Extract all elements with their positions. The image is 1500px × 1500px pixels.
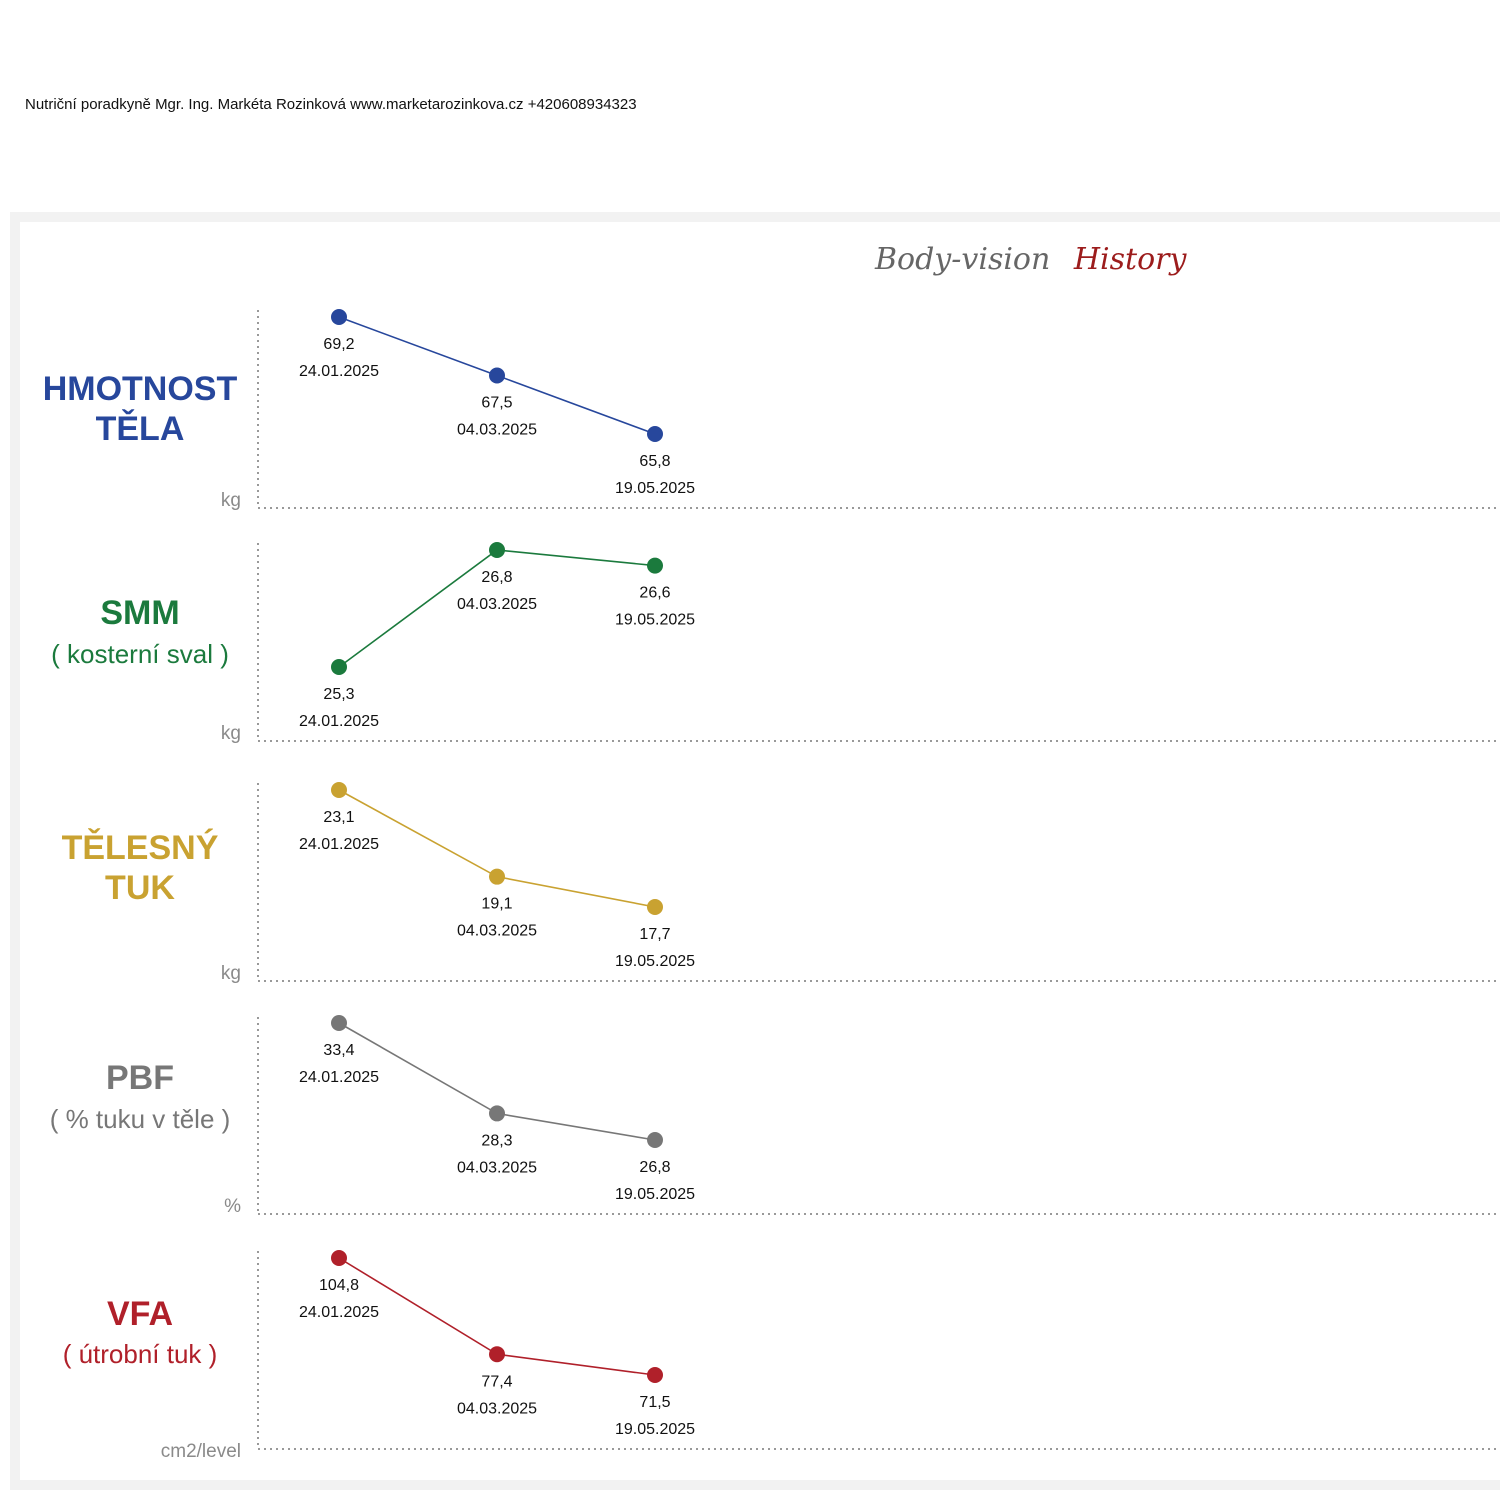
chart-4-data-point — [647, 1132, 663, 1148]
chart-3-title-line: TUK — [105, 869, 175, 907]
chart-4-title: PBF — [20, 1058, 260, 1098]
chart-1-date-label: 04.03.2025 — [457, 422, 537, 439]
chart-1-data-point — [331, 309, 347, 325]
chart-3-date-label: 24.01.2025 — [299, 836, 379, 853]
chart-3-series-line — [338, 789, 656, 908]
chart-4-date-label: 04.03.2025 — [457, 1159, 537, 1176]
chart-1-data-point — [489, 367, 505, 384]
chart-1-title-line: TĚLA — [95, 410, 185, 448]
chart-4-value-label: 26,8 — [639, 1159, 670, 1176]
chart-1-title: HMOTNOST TĚLA — [20, 369, 260, 449]
chart-2-data-point — [647, 557, 663, 574]
chart-2-value-label: 25,3 — [323, 686, 354, 703]
chart-4-value-label: 28,3 — [481, 1132, 512, 1149]
chart-4-value-label: 33,4 — [323, 1042, 354, 1059]
chart-3-data-point — [331, 782, 347, 798]
chart-3-title-line: TĚLESNÝ — [61, 829, 219, 867]
chart-2-title-line: SMM — [100, 594, 180, 632]
chart-2-title: SMM — [20, 593, 260, 633]
chart-3-data-point — [647, 899, 663, 915]
chart-5-title: VFA — [20, 1294, 260, 1334]
chart-5-title-line: VFA — [106, 1295, 174, 1333]
chart-1-value-label: 69,2 — [323, 336, 354, 353]
chart-5-value-label: 104,8 — [319, 1277, 359, 1294]
chart-5-data-point — [489, 1346, 505, 1363]
chart-5-subtitle: ( útrobní tuk ) — [62, 1339, 218, 1369]
chart-3-title: TĚLESNÝ TUK — [20, 828, 260, 908]
chart-1-date-label: 24.01.2025 — [299, 363, 379, 380]
chart-5-data-point — [647, 1367, 663, 1383]
chart-4-date-label: 24.01.2025 — [299, 1069, 379, 1086]
history-panel-inner — [20, 222, 1500, 1480]
chart-4-series-line — [338, 1022, 656, 1141]
chart-2-data-point — [489, 542, 505, 558]
chart-1-unit-label: kg — [220, 490, 241, 511]
chart-5-data-point — [331, 1250, 347, 1266]
chart-2-date-label: 24.01.2025 — [299, 713, 379, 730]
chart-5-value-label: 77,4 — [481, 1373, 512, 1390]
chart-5-date-label: 04.03.2025 — [457, 1400, 537, 1417]
chart-5-date-label: 24.01.2025 — [299, 1304, 379, 1321]
chart-4-date-label: 19.05.2025 — [615, 1186, 695, 1203]
chart-4-unit-label: % — [224, 1196, 241, 1217]
chart-3-date-label: 04.03.2025 — [457, 923, 537, 940]
chart-2-unit-label: kg — [220, 723, 241, 744]
chart-2-date-label: 19.05.2025 — [615, 612, 695, 629]
chart-5-unit-label: cm2/level — [160, 1441, 241, 1462]
chart-2-date-label: 04.03.2025 — [457, 596, 537, 613]
chart-3-value-label: 17,7 — [639, 926, 670, 943]
chart-5-date-label: 19.05.2025 — [615, 1421, 695, 1438]
chart-2-value-label: 26,6 — [639, 585, 670, 602]
chart-2-value-label: 26,8 — [481, 569, 512, 586]
chart-title: Body-vision History — [874, 242, 1187, 277]
chart-3-date-label: 19.05.2025 — [615, 953, 695, 970]
chart-1-date-label: 19.05.2025 — [615, 480, 695, 497]
chart-1-value-label: 67,5 — [481, 395, 512, 412]
chart-3-value-label: 19,1 — [481, 896, 512, 913]
chart-title-part2: History — [1073, 242, 1188, 277]
chart-4-data-point — [331, 1015, 347, 1031]
header-contact-line: Nutriční poradkyně Mgr. Ing. Markéta Roz… — [25, 96, 637, 113]
chart-5-value-label: 71,5 — [639, 1394, 670, 1411]
chart-title-part1: Body-vision — [874, 242, 1050, 277]
chart-1-title-line: HMOTNOST — [42, 370, 238, 408]
chart-1-value-label: 65,8 — [639, 453, 670, 470]
chart-4-subtitle: ( % tuku v těle ) — [49, 1104, 231, 1134]
chart-2-subtitle: ( kosterní sval ) — [51, 639, 229, 669]
chart-3-data-point — [489, 868, 505, 885]
chart-4-title-line: PBF — [106, 1059, 174, 1097]
chart-2-data-point — [331, 659, 347, 675]
chart-4-data-point — [489, 1105, 505, 1122]
chart-3-unit-label: kg — [220, 963, 241, 984]
chart-3-value-label: 23,1 — [323, 809, 354, 826]
chart-1-data-point — [647, 426, 663, 442]
